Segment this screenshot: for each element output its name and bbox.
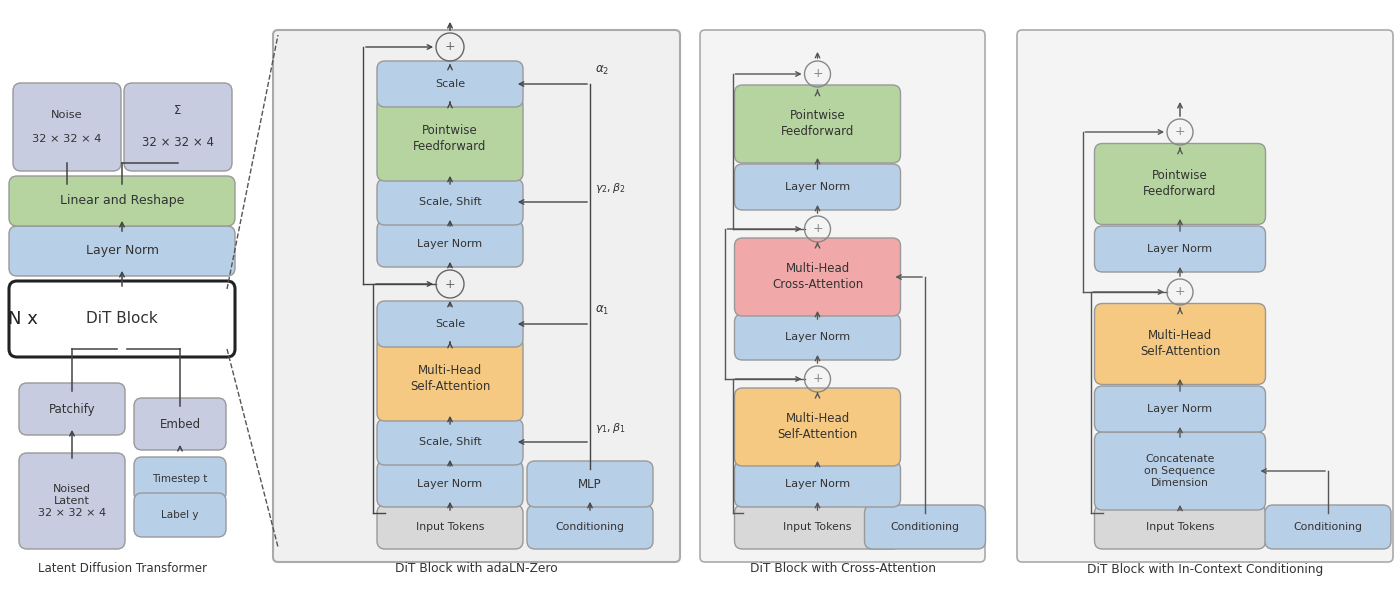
Text: MLP: MLP (578, 478, 602, 491)
Text: Multi-Head
Self-Attention: Multi-Head Self-Attention (777, 412, 858, 442)
Text: Σ

32 × 32 × 4: Σ 32 × 32 × 4 (141, 104, 214, 150)
Text: DiT Block with adaLN-Zero: DiT Block with adaLN-Zero (395, 562, 557, 575)
Text: Conditioning: Conditioning (890, 522, 959, 532)
Text: Layer Norm: Layer Norm (785, 332, 850, 342)
FancyBboxPatch shape (700, 30, 986, 562)
Text: Layer Norm: Layer Norm (85, 244, 158, 257)
FancyBboxPatch shape (20, 453, 125, 549)
FancyBboxPatch shape (1095, 144, 1266, 224)
FancyBboxPatch shape (735, 238, 900, 316)
FancyBboxPatch shape (1266, 505, 1392, 549)
FancyBboxPatch shape (1095, 303, 1266, 385)
FancyBboxPatch shape (8, 281, 235, 357)
FancyBboxPatch shape (377, 221, 524, 267)
FancyBboxPatch shape (8, 226, 235, 276)
Text: Layer Norm: Layer Norm (1148, 244, 1212, 254)
Text: $\gamma_1,\beta_1$: $\gamma_1,\beta_1$ (595, 421, 626, 435)
FancyBboxPatch shape (377, 337, 524, 421)
FancyBboxPatch shape (1016, 30, 1393, 562)
Text: +: + (812, 372, 823, 385)
FancyBboxPatch shape (735, 461, 900, 507)
Text: $\alpha_1$: $\alpha_1$ (595, 304, 609, 317)
Text: Scale: Scale (435, 79, 465, 89)
FancyBboxPatch shape (735, 314, 900, 360)
FancyBboxPatch shape (377, 179, 524, 225)
Text: Pointwise
Feedforward: Pointwise Feedforward (781, 110, 854, 138)
Text: Scale: Scale (435, 319, 465, 329)
Text: Input Tokens: Input Tokens (1145, 522, 1214, 532)
FancyBboxPatch shape (377, 505, 524, 549)
Text: Conditioning: Conditioning (1294, 522, 1362, 532)
Text: Patchify: Patchify (49, 402, 95, 415)
Text: Timestep t: Timestep t (153, 474, 207, 484)
Text: Layer Norm: Layer Norm (785, 479, 850, 489)
FancyBboxPatch shape (13, 83, 120, 171)
FancyBboxPatch shape (377, 301, 524, 347)
Text: Pointwise
Feedforward: Pointwise Feedforward (413, 124, 487, 154)
Text: Scale, Shift: Scale, Shift (419, 197, 482, 207)
Text: Multi-Head
Self-Attention: Multi-Head Self-Attention (1140, 329, 1221, 359)
Text: +: + (812, 223, 823, 236)
Text: Layer Norm: Layer Norm (417, 239, 483, 249)
Text: +: + (445, 41, 455, 54)
FancyBboxPatch shape (134, 398, 225, 450)
Text: $\gamma_2,\beta_2$: $\gamma_2,\beta_2$ (595, 181, 626, 195)
FancyBboxPatch shape (377, 61, 524, 107)
FancyBboxPatch shape (1095, 432, 1266, 510)
Text: Layer Norm: Layer Norm (785, 182, 850, 192)
FancyBboxPatch shape (125, 83, 232, 171)
Text: +: + (445, 277, 455, 290)
Text: +: + (1175, 286, 1186, 299)
FancyBboxPatch shape (134, 457, 225, 501)
Text: Input Tokens: Input Tokens (784, 522, 851, 532)
Text: Label y: Label y (161, 510, 199, 520)
FancyBboxPatch shape (1095, 505, 1266, 549)
FancyBboxPatch shape (377, 97, 524, 181)
FancyBboxPatch shape (20, 383, 125, 435)
Text: Conditioning: Conditioning (556, 522, 624, 532)
FancyBboxPatch shape (735, 388, 900, 466)
FancyBboxPatch shape (134, 493, 225, 537)
Text: Pointwise
Feedforward: Pointwise Feedforward (1144, 170, 1217, 198)
Text: N x: N x (8, 310, 38, 328)
Text: Concatenate
on Sequence
Dimension: Concatenate on Sequence Dimension (1144, 454, 1215, 488)
Text: Multi-Head
Cross-Attention: Multi-Head Cross-Attention (771, 263, 864, 292)
Text: Noise

32 × 32 × 4: Noise 32 × 32 × 4 (32, 110, 102, 144)
Text: Embed: Embed (160, 418, 200, 431)
Text: Scale, Shift: Scale, Shift (419, 437, 482, 447)
Text: +: + (1175, 125, 1186, 138)
FancyBboxPatch shape (526, 461, 652, 507)
Text: $\alpha_2$: $\alpha_2$ (595, 64, 609, 77)
FancyBboxPatch shape (8, 176, 235, 226)
FancyBboxPatch shape (735, 505, 900, 549)
FancyBboxPatch shape (377, 461, 524, 507)
Text: DiT Block with In-Context Conditioning: DiT Block with In-Context Conditioning (1086, 562, 1323, 575)
Text: Layer Norm: Layer Norm (1148, 404, 1212, 414)
Text: Layer Norm: Layer Norm (417, 479, 483, 489)
FancyBboxPatch shape (1095, 226, 1266, 272)
Text: Noised
Latent
32 × 32 × 4: Noised Latent 32 × 32 × 4 (38, 484, 106, 518)
FancyBboxPatch shape (735, 85, 900, 163)
FancyBboxPatch shape (377, 419, 524, 465)
Text: +: + (812, 68, 823, 81)
FancyBboxPatch shape (865, 505, 986, 549)
FancyBboxPatch shape (735, 164, 900, 210)
Text: Latent Diffusion Transformer: Latent Diffusion Transformer (38, 562, 207, 575)
FancyBboxPatch shape (1095, 386, 1266, 432)
Text: DiT Block: DiT Block (87, 312, 158, 326)
FancyBboxPatch shape (526, 505, 652, 549)
Text: Multi-Head
Self-Attention: Multi-Head Self-Attention (410, 365, 490, 393)
FancyBboxPatch shape (273, 30, 680, 562)
Text: Input Tokens: Input Tokens (416, 522, 484, 532)
Text: Linear and Reshape: Linear and Reshape (60, 194, 185, 207)
Text: DiT Block with Cross-Attention: DiT Block with Cross-Attention (749, 562, 935, 575)
